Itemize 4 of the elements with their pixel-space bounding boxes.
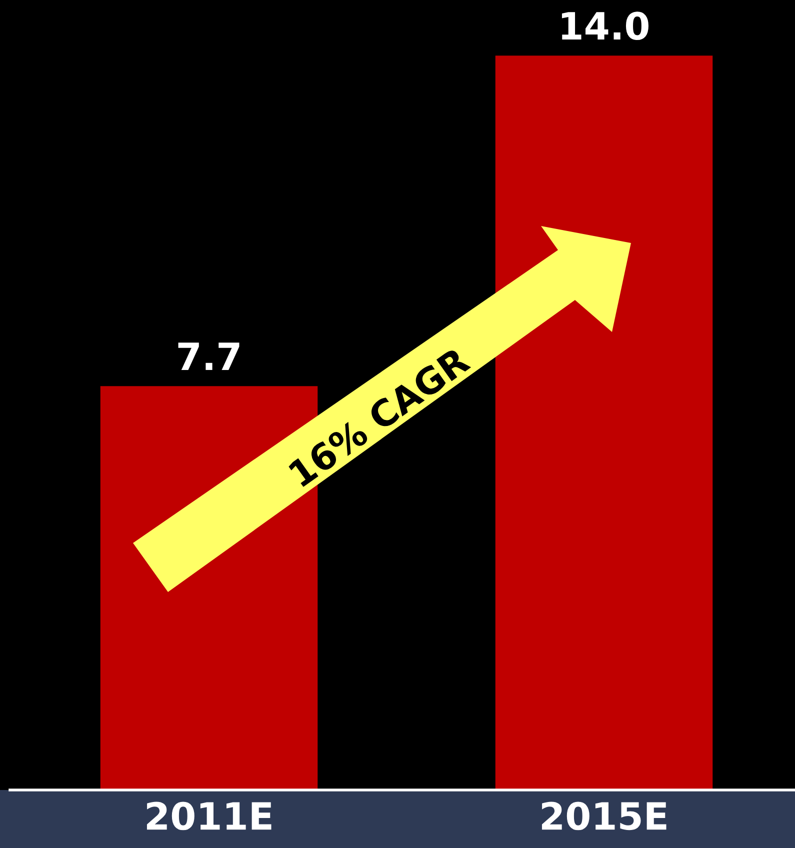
- x-tick-label: 2015E: [542, 802, 666, 830]
- x-tick-label: 2011E: [146, 802, 272, 830]
- data-label: 14.0: [562, 12, 648, 40]
- data-label: 7.7: [178, 342, 240, 370]
